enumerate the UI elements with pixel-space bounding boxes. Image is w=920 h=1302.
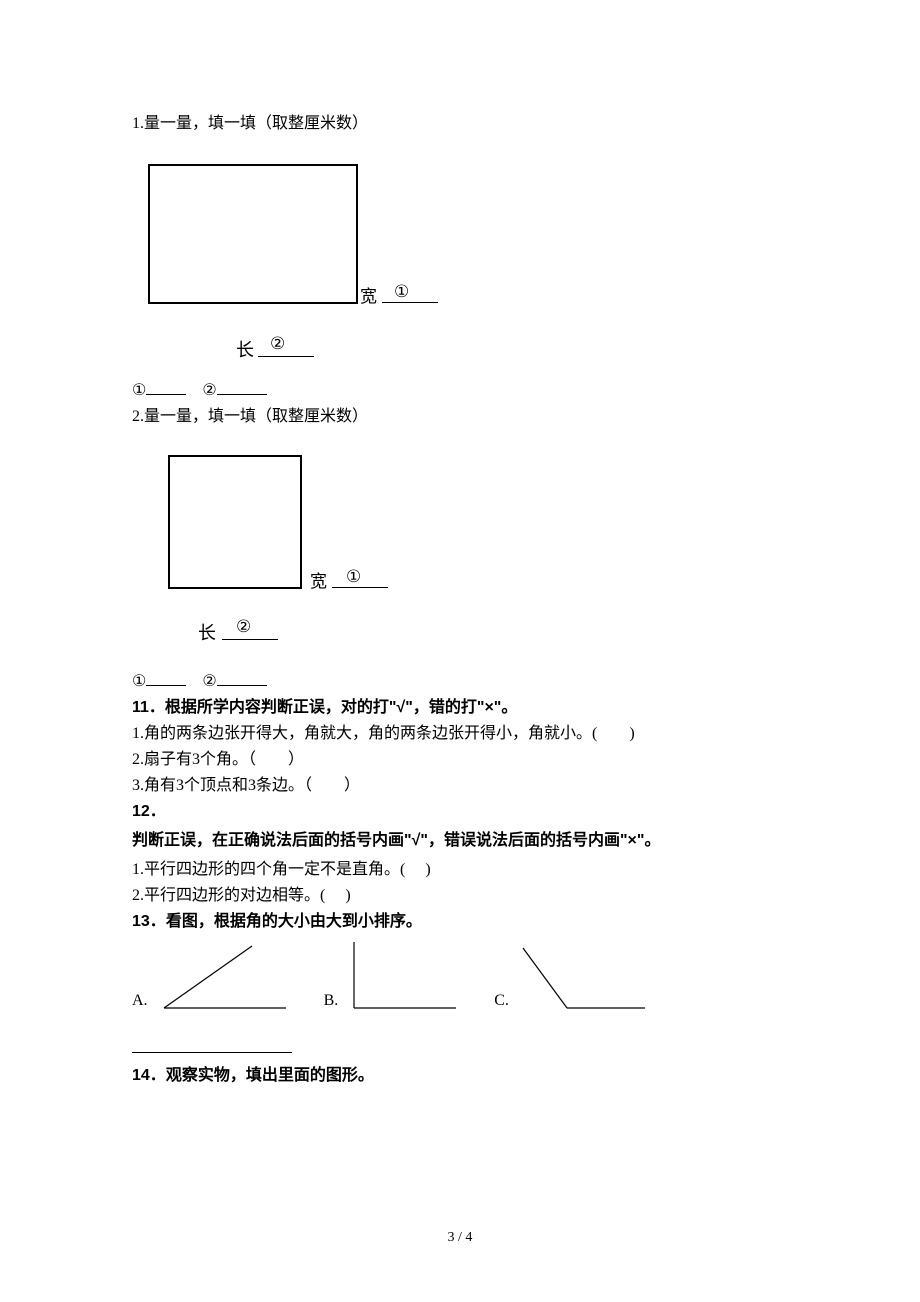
- q13-c-letter: C.: [494, 992, 509, 1012]
- q2-answer-row: ① ②: [132, 669, 788, 694]
- q2-prompt: 2.量一量，填一填（取整厘米数）: [132, 405, 788, 429]
- q1-length-circnum: ②: [270, 334, 285, 354]
- q1-length-blank[interactable]: [258, 356, 314, 357]
- q13-answer-line: [132, 1036, 788, 1058]
- q11-num: 11．: [132, 699, 165, 716]
- q2-length-blank[interactable]: [222, 639, 278, 640]
- q13-heading: 13．看图，根据角的大小由大到小排序。: [132, 910, 788, 934]
- q2-text: 量一量，填一填（取整厘米数）: [144, 408, 368, 425]
- angle-acute-icon: [156, 940, 296, 1012]
- q1-ans2-label: ②: [202, 382, 216, 399]
- q2-width-blank[interactable]: [332, 587, 388, 588]
- q1-width-blank[interactable]: [382, 302, 438, 303]
- q13-option-c: C.: [494, 940, 647, 1012]
- q12-item-1: 1.平行四边形的四个角一定不是直角。( ): [132, 858, 788, 882]
- q11-title: 根据所学内容判断正误，对的打"√"，错的打"×"。: [165, 699, 517, 716]
- q13-option-a: A.: [132, 940, 296, 1012]
- q12-num: 12．: [132, 800, 788, 824]
- q1-num: 1.: [132, 115, 144, 132]
- q11-item-1: 1.角的两条边张开得大，角就大，角的两条边张开得小，角就小。( ): [132, 722, 788, 746]
- worksheet-page: 1.量一量，填一填（取整厘米数） 宽 ① 长 ② ① ② 2.量一量，填一填（取…: [0, 0, 920, 1302]
- q12-item-2: 2.平行四边形的对边相等。( ): [132, 884, 788, 908]
- q1-width-label: 宽: [360, 282, 377, 307]
- q13-title: 看图，根据角的大小由大到小排序。: [166, 913, 422, 930]
- q13-a-letter: A.: [132, 992, 148, 1012]
- q1-prompt: 1.量一量，填一填（取整厘米数）: [132, 112, 788, 136]
- q2-width-circnum: ①: [346, 567, 361, 587]
- angle-right-icon: [346, 940, 466, 1012]
- q2-ans1-blank[interactable]: [146, 669, 186, 686]
- q1-width-circnum: ①: [394, 282, 409, 302]
- q11-heading: 11．根据所学内容判断正误，对的打"√"，错的打"×"。: [132, 696, 788, 720]
- q1-ans2-blank[interactable]: [217, 378, 267, 395]
- q2-length-label: 长: [198, 619, 216, 645]
- q2-square: [168, 455, 302, 589]
- q12-title: 判断正误，在正确说法后面的括号内画"√"，错误说法后面的括号内画"×"。: [132, 826, 788, 856]
- q11-item-3: 3.角有3个顶点和3条边。（ ）: [132, 774, 788, 798]
- q1-text: 量一量，填一填（取整厘米数）: [144, 115, 368, 132]
- q1-answer-row: ① ②: [132, 378, 788, 403]
- q1-length-label: 长: [236, 336, 254, 362]
- q13-option-b: B.: [324, 940, 467, 1012]
- q1-figure: 宽 ① 长 ②: [136, 164, 436, 374]
- q13-num: 13．: [132, 913, 166, 930]
- q1-ans1-label: ①: [132, 382, 146, 399]
- q14-num: 14．: [132, 1067, 166, 1084]
- q13-answer-blank[interactable]: [132, 1036, 292, 1053]
- q2-width-label: 宽: [310, 567, 327, 592]
- q13-b-letter: B.: [324, 992, 339, 1012]
- q2-num: 2.: [132, 408, 144, 425]
- q14-title: 观察实物，填出里面的图形。: [166, 1067, 374, 1084]
- q2-ans2-blank[interactable]: [217, 669, 267, 686]
- q1-ans1-blank[interactable]: [146, 378, 186, 395]
- q11-item-2: 2.扇子有3个角。（ ）: [132, 748, 788, 772]
- q2-ans1-label: ①: [132, 673, 146, 690]
- q2-ans2-label: ②: [202, 673, 216, 690]
- q13-angles-row: A. B. C.: [132, 940, 788, 1012]
- q2-figure: 宽 ① 长 ②: [136, 455, 436, 665]
- page-number: 3 / 4: [0, 1230, 920, 1246]
- q14-heading: 14．观察实物，填出里面的图形。: [132, 1064, 788, 1088]
- q2-length-circnum: ②: [236, 617, 251, 637]
- angle-obtuse-icon: [517, 940, 647, 1012]
- q1-rectangle: [148, 164, 358, 304]
